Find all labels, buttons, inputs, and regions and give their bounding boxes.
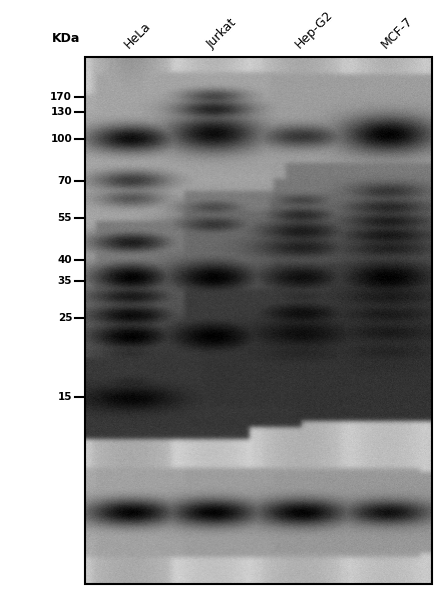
Text: 100: 100 [50,134,72,144]
Text: 40: 40 [57,255,72,265]
Text: Hep-G2: Hep-G2 [292,8,335,51]
Text: 130: 130 [50,107,72,118]
Text: 55: 55 [57,213,72,223]
Text: 170: 170 [50,92,72,102]
Text: 25: 25 [57,313,72,323]
Text: MCF-7: MCF-7 [378,14,415,51]
Text: KDa: KDa [52,33,80,45]
Text: 70: 70 [57,176,72,186]
Bar [85,57,431,584]
Text: HeLa: HeLa [122,19,153,51]
Text: Jurkat: Jurkat [204,16,239,51]
Text: 35: 35 [57,276,72,286]
Text: 15: 15 [57,392,72,402]
